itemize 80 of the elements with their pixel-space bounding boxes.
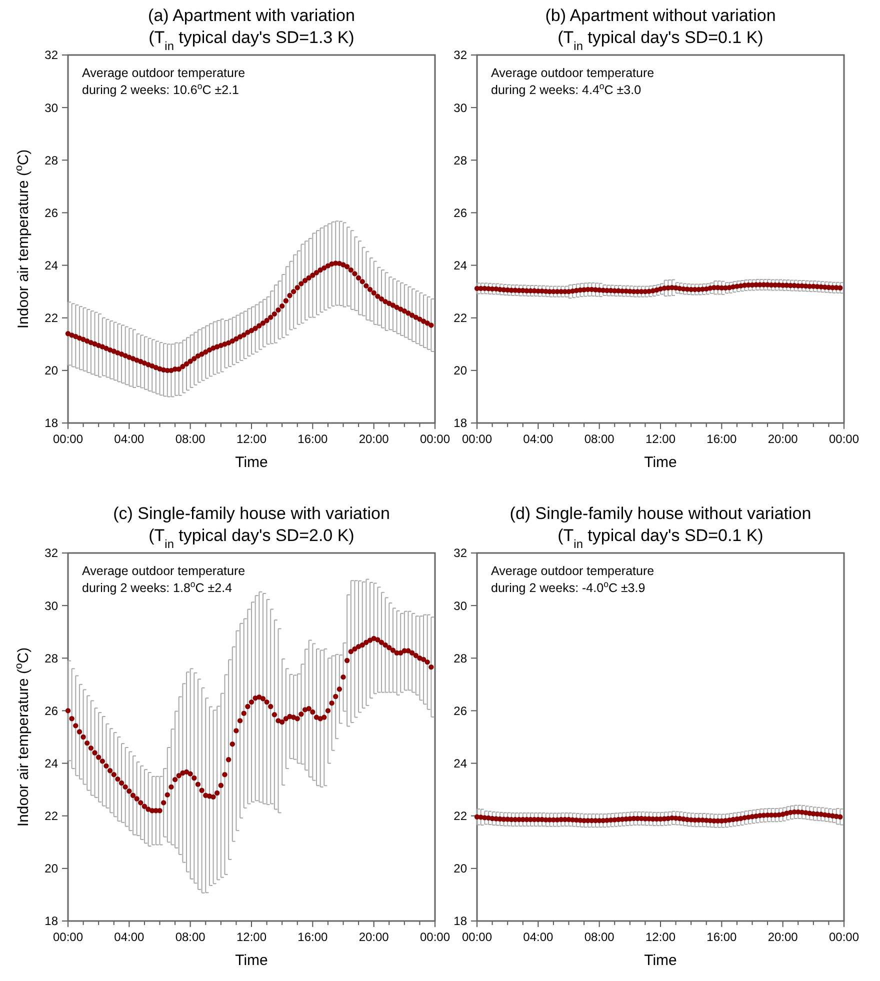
x-axis-title: Time xyxy=(644,952,677,969)
y-tick-label: 26 xyxy=(454,704,468,718)
y-tick-label: 24 xyxy=(44,756,58,770)
y-tick-label: 30 xyxy=(44,598,58,613)
x-tick-label: 12:00 xyxy=(236,432,267,446)
x-tick-label: 00:00 xyxy=(420,432,450,446)
annotation: Average outdoor temperature xyxy=(82,564,246,578)
chart-title: (c) Single-family house with variation xyxy=(113,504,390,523)
y-tick-label: 30 xyxy=(454,100,468,115)
y-tick-label: 30 xyxy=(44,100,58,115)
y-tick-label: 18 xyxy=(44,416,58,430)
y-tick-label: 22 xyxy=(454,311,468,326)
x-tick-label: 20:00 xyxy=(768,930,798,944)
x-tick-label: 20:00 xyxy=(768,432,798,446)
y-tick-label: 26 xyxy=(454,206,468,220)
x-tick-label: 16:00 xyxy=(706,432,738,446)
chart-subtitle: (T$_{in}$ typical day's SD=2.0 K) xyxy=(148,526,354,551)
annotation: Average outdoor temperature xyxy=(491,564,654,578)
y-tick-label: 28 xyxy=(44,153,58,168)
x-tick-label: 00:00 xyxy=(420,930,450,944)
y-tick-label: 32 xyxy=(454,546,468,560)
chart-subtitle: (T$_{in}$ typical day's SD=0.1 K) xyxy=(558,526,764,551)
y-tick-label: 28 xyxy=(454,153,468,168)
annotation: during 2 weeks: 4.4$^{o}$C ±3.0 xyxy=(491,81,642,97)
x-tick-label: 08:00 xyxy=(584,432,615,446)
y-tick-label: 18 xyxy=(454,416,468,430)
x-tick-label: 04:00 xyxy=(114,930,145,944)
y-tick-label: 20 xyxy=(454,364,468,378)
annotation: during 2 weeks: 10.6$^{o}$C ±2.1 xyxy=(82,81,240,97)
x-tick-label: 12:00 xyxy=(236,930,267,944)
chart-title: (d) Single-family house without variation xyxy=(510,504,812,523)
y-tick-label: 32 xyxy=(44,48,58,62)
x-axis-title: Time xyxy=(235,952,268,969)
x-tick-label: 16:00 xyxy=(706,930,738,944)
x-tick-label: 08:00 xyxy=(584,930,615,944)
y-tick-label: 18 xyxy=(454,914,468,928)
y-tick-label: 22 xyxy=(454,809,468,824)
chart-title: (b) Apartment without variation xyxy=(545,6,776,25)
y-tick-label: 24 xyxy=(454,756,468,770)
y-tick-label: 20 xyxy=(44,364,58,378)
y-tick-label: 32 xyxy=(44,546,58,560)
y-tick-label: 24 xyxy=(44,258,58,272)
x-tick-label: 00:00 xyxy=(462,930,492,944)
annotation: during 2 weeks: 1.8$^{o}$C ±2.4 xyxy=(82,579,232,595)
y-tick-label: 20 xyxy=(454,862,468,876)
y-tick-label: 24 xyxy=(454,258,468,272)
x-tick-label: 00:00 xyxy=(52,930,84,944)
chart-subtitle: (T$_{in}$ typical day's SD=0.1 K) xyxy=(558,28,764,53)
x-tick-label: 00:00 xyxy=(52,432,84,446)
x-axis-title: Time xyxy=(644,454,677,471)
annotation: during 2 weeks: -4.0$^{o}$C ±3.9 xyxy=(491,579,646,595)
x-tick-label: 04:00 xyxy=(523,432,554,446)
x-tick-label: 04:00 xyxy=(523,930,554,944)
x-tick-label: 20:00 xyxy=(358,432,390,446)
x-tick-label: 16:00 xyxy=(298,432,328,446)
y-tick-label: 22 xyxy=(44,311,58,326)
x-tick-label: 12:00 xyxy=(645,930,676,944)
y-tick-label: 30 xyxy=(454,598,468,613)
annotation: Average outdoor temperature xyxy=(82,66,246,80)
x-tick-label: 20:00 xyxy=(358,930,390,944)
x-tick-label: 08:00 xyxy=(175,930,206,944)
chart-title: (a) Apartment with variation xyxy=(148,6,355,25)
y-tick-label: 18 xyxy=(44,914,58,928)
y-tick-label: 22 xyxy=(44,809,58,824)
x-tick-label: 16:00 xyxy=(298,930,328,944)
y-tick-label: 32 xyxy=(454,48,468,62)
x-tick-label: 04:00 xyxy=(114,432,145,446)
y-tick-label: 20 xyxy=(44,862,58,876)
x-tick-label: 00:00 xyxy=(828,930,860,944)
x-tick-label: 00:00 xyxy=(462,432,492,446)
y-tick-label: 26 xyxy=(44,704,58,718)
x-axis-title: Time xyxy=(235,454,268,471)
y-tick-label: 28 xyxy=(44,651,58,666)
annotation: Average outdoor temperature xyxy=(491,66,654,80)
y-tick-label: 28 xyxy=(454,651,468,666)
x-tick-label: 00:00 xyxy=(828,432,860,446)
x-tick-label: 08:00 xyxy=(175,432,206,446)
chart-subtitle: (T$_{in}$ typical day's SD=1.3 K) xyxy=(148,28,354,53)
y-tick-label: 26 xyxy=(44,206,58,220)
x-tick-label: 12:00 xyxy=(645,432,676,446)
